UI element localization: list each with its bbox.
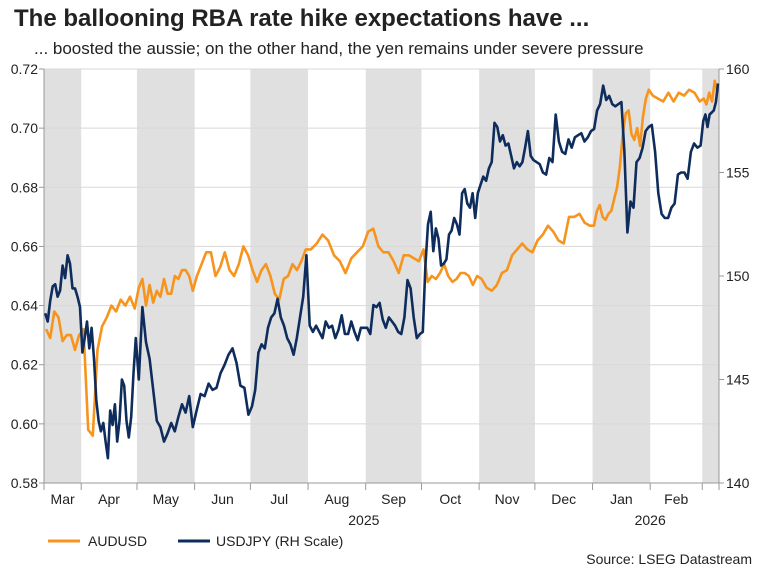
month-label: Dec — [551, 491, 576, 507]
month-label: Oct — [439, 491, 461, 507]
month-label: Sep — [381, 491, 406, 507]
month-shading — [44, 69, 719, 483]
month-label: Jan — [610, 491, 633, 507]
source-note: Source: LSEG Datastream — [586, 551, 752, 567]
left-axis-label: 0.64 — [11, 298, 38, 314]
month-label: Aug — [324, 491, 349, 507]
month-band — [136, 69, 195, 483]
axes: Mar Apr May Jun Jul Aug Sep Oct Nov Dec Jan Feb 2025… — [11, 61, 750, 528]
right-axis-label: 150 — [726, 268, 750, 284]
month-band — [365, 69, 422, 483]
chart-subtitle: ... boosted the aussie; on the other han… — [34, 39, 644, 58]
month-label: Nov — [495, 491, 520, 507]
legend-label-audusd: AUDUSD — [88, 533, 147, 549]
month-label: Feb — [664, 491, 688, 507]
chart-title: The ballooning RBA rate hike expectation… — [14, 5, 589, 32]
left-axis-label: 0.62 — [11, 357, 38, 373]
left-axis-label: 0.68 — [11, 179, 38, 195]
month-band — [702, 69, 719, 483]
month-label: Apr — [98, 491, 120, 507]
right-axis-label: 155 — [726, 165, 750, 181]
month-band — [479, 69, 535, 483]
left-axis-label: 0.66 — [11, 238, 38, 254]
year-label: 2025 — [348, 512, 379, 528]
month-label: Jun — [211, 491, 234, 507]
left-axis-label: 0.60 — [11, 416, 38, 432]
series-line-usdjpy — [43, 83, 720, 460]
legend: AUDUSD USDJPY (RH Scale) — [48, 533, 343, 549]
right-axis-label: 160 — [726, 61, 750, 77]
month-label: Jul — [270, 491, 288, 507]
right-axis-label: 145 — [726, 372, 750, 388]
month-label: May — [153, 491, 179, 507]
legend-label-usdjpy: USDJPY (RH Scale) — [216, 533, 343, 549]
left-axis-label: 0.70 — [11, 120, 38, 136]
left-axis-label: 0.58 — [11, 475, 38, 491]
month-label: Mar — [51, 491, 75, 507]
left-axis-label: 0.72 — [11, 61, 38, 77]
series-line-audusd — [44, 79, 719, 438]
series-lines — [43, 79, 720, 460]
right-axis-label: 140 — [726, 475, 750, 491]
year-label: 2026 — [635, 512, 666, 528]
